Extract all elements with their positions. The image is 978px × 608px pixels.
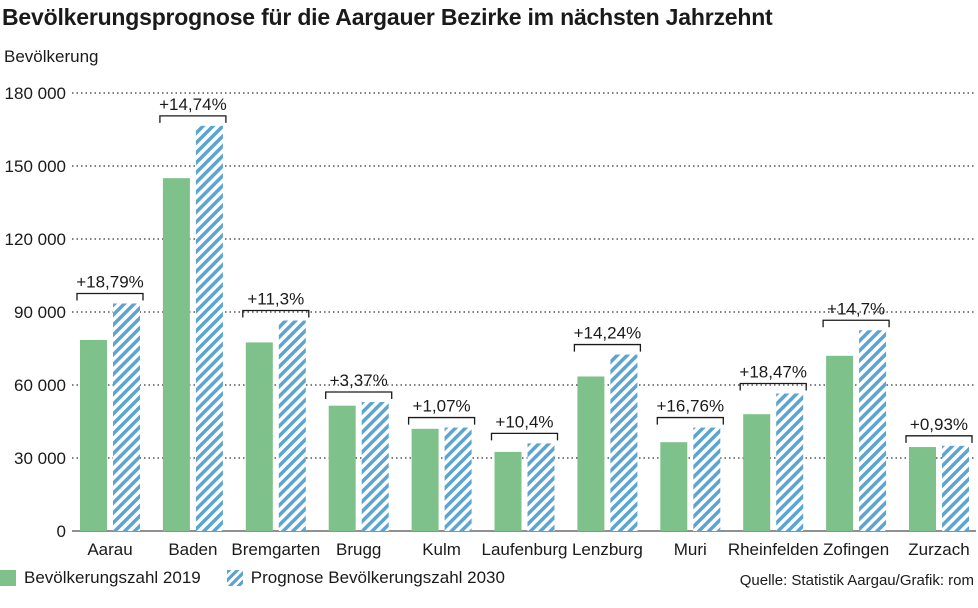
growth-label: +11,3%	[247, 290, 304, 309]
x-tick-label: Rheinfelden	[728, 540, 819, 559]
legend: Bevölkerungszahl 2019 Prognose Bevölkeru…	[0, 568, 531, 588]
bar-2030	[195, 125, 223, 531]
bar-2030	[693, 427, 721, 531]
x-tick-label: Zofingen	[823, 540, 889, 559]
legend-item-2030: Prognose Bevölkerungszahl 2030	[226, 568, 505, 588]
x-tick-label: Baden	[168, 540, 217, 559]
growth-bracket	[325, 391, 393, 400]
bar-2019	[411, 428, 439, 531]
x-tick-label: Kulm	[422, 540, 461, 559]
legend-item-2019: Bevölkerungszahl 2019	[0, 568, 201, 588]
bars	[80, 125, 969, 531]
growth-label: +14,7%	[827, 299, 885, 318]
growth-bracket	[573, 343, 642, 352]
growth-label: +14,74%	[159, 95, 227, 114]
bar-2019	[660, 442, 688, 531]
growth-bracket	[739, 382, 807, 391]
y-tick-label: 180 000	[5, 84, 66, 103]
chart-title: Bevölkerungsprognose für die Aargauer Be…	[2, 4, 773, 30]
growth-label: +16,76%	[657, 397, 725, 416]
growth-bracket	[76, 292, 144, 301]
bar-2030	[859, 330, 887, 531]
bar-2030	[444, 427, 472, 531]
legend-label-2019: Bevölkerungszahl 2019	[24, 568, 201, 587]
growth-bracket	[242, 309, 310, 318]
x-tick-label: Zurzach	[908, 540, 969, 559]
growth-annotations: +18,79% +14,74% +11,3% +3,37% +1,07% +10,4% +1…	[76, 95, 973, 443]
bar-2019	[577, 376, 605, 531]
bar-2030	[527, 443, 555, 531]
bar-2019	[743, 414, 771, 531]
growth-label: +1,07%	[413, 397, 471, 416]
y-tick-label: 120 000	[5, 230, 66, 249]
growth-label: +10,4%	[495, 412, 553, 431]
x-tick-label: Bremgarten	[231, 540, 320, 559]
bar-2019	[245, 342, 273, 531]
axis-ticks: 0 30 000 60 000 90 000 120 000 150 000 180 000…	[5, 84, 970, 559]
bar-2030	[942, 445, 969, 531]
bar-2019	[826, 355, 854, 531]
y-tick-label: 60 000	[14, 376, 66, 395]
growth-bracket	[822, 319, 890, 328]
x-tick-label: Brugg	[336, 540, 381, 559]
growth-label: +3,37%	[330, 371, 388, 390]
growth-label: +18,79%	[76, 272, 144, 291]
y-tick-label: 30 000	[14, 449, 66, 468]
growth-bracket	[905, 435, 973, 443]
bar-2019	[80, 339, 107, 531]
growth-label: +18,47%	[739, 363, 807, 382]
y-tick-label: 90 000	[14, 303, 66, 322]
growth-label: +0,93%	[910, 415, 968, 434]
growth-label: +14,24%	[574, 324, 642, 343]
x-tick-label: Muri	[674, 540, 707, 559]
y-tick-label: 150 000	[5, 157, 66, 176]
x-tick-label: Laufenburg	[481, 540, 567, 559]
legend-swatch-2030	[226, 570, 243, 586]
bar-2030	[278, 320, 306, 531]
bar-2030	[113, 303, 140, 531]
bar-2019	[494, 451, 522, 531]
y-axis-label: Bevölkerung	[4, 47, 99, 66]
bar-2019	[162, 178, 190, 531]
bar-2019	[909, 447, 936, 531]
bar-2030	[610, 354, 638, 531]
x-tick-label: Lenzburg	[572, 540, 643, 559]
growth-bracket	[490, 432, 559, 441]
bar-2030	[776, 393, 804, 531]
bar-2019	[328, 405, 356, 531]
legend-swatch-2019	[0, 570, 16, 586]
source-note: Quelle: Statistik Aargau/Grafik: rom	[739, 572, 974, 589]
legend-label-2030: Prognose Bevölkerungszahl 2030	[250, 568, 505, 587]
bar-2030	[361, 402, 389, 531]
y-tick-label: 0	[57, 522, 66, 541]
growth-bracket	[407, 416, 476, 425]
growth-bracket	[656, 416, 724, 425]
x-tick-label: Aarau	[87, 540, 132, 559]
growth-bracket	[159, 115, 227, 123]
